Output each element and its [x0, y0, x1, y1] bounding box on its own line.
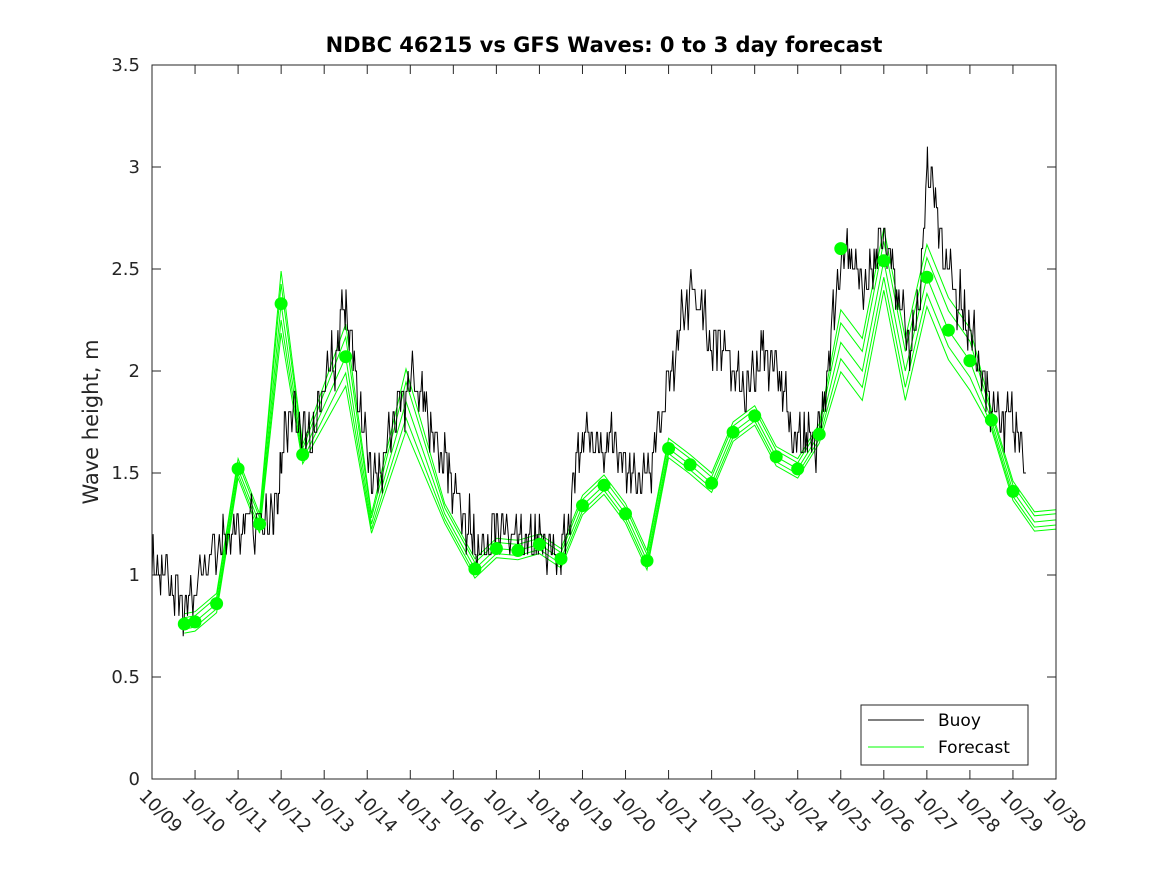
- forecast-markers: [177, 242, 1020, 631]
- x-tick-label: 10/23: [737, 786, 789, 838]
- forecast-marker: [532, 537, 546, 551]
- axes-box: [151, 64, 1057, 780]
- y-axis-label: Wave height, m: [79, 339, 103, 504]
- y-tick-label: 2: [129, 361, 140, 382]
- legend: Buoy Forecast: [860, 704, 1029, 766]
- forecast-marker: [769, 450, 783, 464]
- forecast-marker: [1006, 484, 1020, 498]
- legend-box: [860, 704, 1029, 766]
- forecast-marker: [231, 462, 245, 476]
- forecast-marker: [963, 354, 977, 368]
- y-tick-label: 0: [129, 769, 140, 790]
- x-tick-label: 10/28: [952, 786, 1004, 838]
- y-axis-ticks: 0 0.5 1 1.5 2 2.5 3 3.5: [111, 55, 1056, 790]
- forecast-marker: [683, 458, 697, 472]
- x-tick-label: 10/15: [393, 786, 445, 838]
- chart-title: NDBC 46215 vs GFS Waves: 0 to 3 day fore…: [326, 33, 883, 57]
- forecast-marker: [812, 427, 826, 441]
- forecast-marker: [619, 507, 632, 521]
- x-tick-label: 10/22: [694, 786, 746, 838]
- forecast-marker: [597, 478, 611, 492]
- x-tick-label: 10/24: [780, 786, 832, 838]
- x-tick-label: 10/11: [221, 786, 273, 838]
- forecast-marker: [748, 409, 762, 423]
- forecast-marker: [705, 476, 719, 490]
- x-tick-label: 10/30: [1038, 786, 1090, 838]
- y-tick-label: 1.5: [111, 463, 140, 484]
- buoy-line: [151, 146, 1026, 637]
- x-tick-label: 10/13: [307, 786, 359, 838]
- y-tick-label: 3.5: [111, 55, 140, 76]
- forecast-marker: [253, 517, 267, 531]
- x-tick-label: 10/16: [436, 786, 488, 838]
- forecast-marker: [791, 462, 805, 476]
- y-tick-label: 1: [129, 565, 140, 586]
- legend-label-buoy: Buoy: [938, 711, 981, 731]
- x-tick-label: 10/25: [823, 786, 875, 838]
- forecast-marker: [984, 413, 998, 427]
- x-tick-label: 10/12: [264, 786, 316, 838]
- buoy-series: [151, 146, 1026, 637]
- forecast-marker: [662, 442, 676, 455]
- forecast-marker: [640, 554, 654, 568]
- x-tick-label: 10/21: [651, 786, 703, 838]
- x-tick-label: 10/17: [479, 786, 531, 838]
- x-tick-label: 10/14: [350, 786, 402, 838]
- forecast-marker: [489, 542, 503, 555]
- x-tick-label: 10/09: [134, 786, 186, 838]
- forecast-marker: [210, 597, 224, 611]
- forecast-marker: [296, 448, 310, 462]
- forecast-marker: [941, 323, 955, 337]
- x-tick-label: 10/20: [608, 786, 660, 838]
- forecast-marker: [188, 615, 202, 629]
- y-tick-label: 2.5: [111, 259, 140, 280]
- x-tick-label: 10/27: [909, 786, 961, 838]
- forecast-marker: [576, 499, 589, 513]
- x-tick-label: 10/19: [565, 786, 617, 838]
- forecast-marker: [274, 297, 288, 311]
- forecast-marker: [554, 552, 568, 566]
- plot-area: [152, 65, 1056, 779]
- y-tick-label: 3: [129, 157, 140, 178]
- forecast-marker: [511, 544, 525, 557]
- legend-label-forecast: Forecast: [938, 738, 1010, 758]
- forecast-marker: [177, 617, 191, 631]
- forecast-line: [184, 290, 1057, 634]
- forecast-marker: [726, 425, 740, 439]
- y-tick-label: 0.5: [111, 667, 140, 688]
- forecast-marker: [920, 270, 934, 284]
- forecast-marker: [877, 254, 891, 268]
- forecast-marker: [468, 562, 482, 576]
- forecast-marker: [339, 350, 353, 364]
- forecast-marker: [834, 242, 848, 256]
- x-tick-label: 10/18: [522, 786, 574, 838]
- x-tick-label: 10/10: [178, 786, 230, 838]
- x-tick-label: 10/29: [995, 786, 1047, 838]
- x-tick-label: 10/26: [866, 786, 918, 838]
